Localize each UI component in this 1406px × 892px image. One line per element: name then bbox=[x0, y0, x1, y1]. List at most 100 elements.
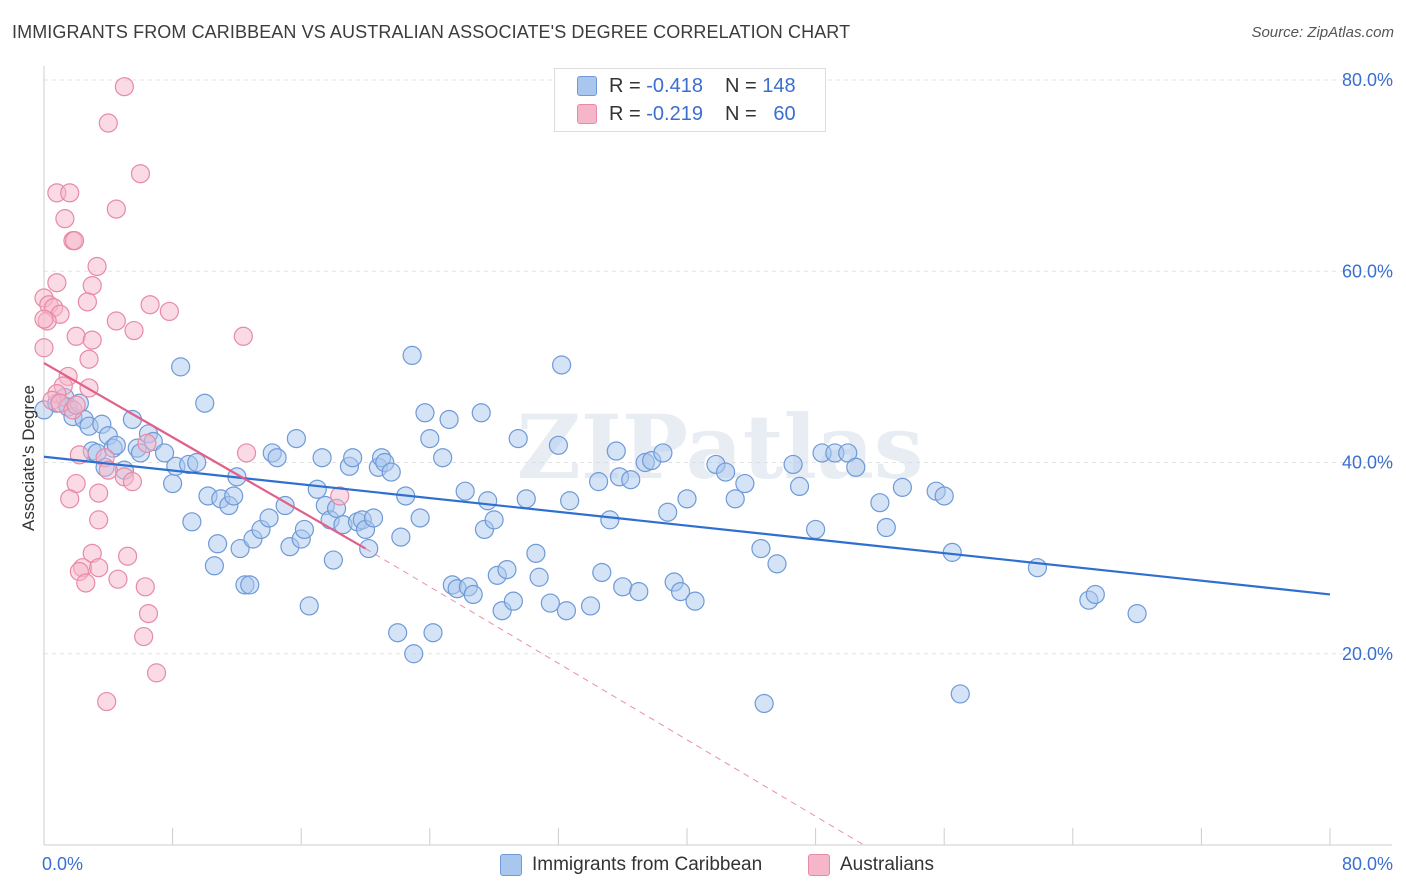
data-point-caribbean bbox=[323, 550, 343, 570]
data-point-australians bbox=[79, 349, 99, 369]
data-point-caribbean bbox=[267, 448, 287, 468]
legend-r-value: -0.219 bbox=[646, 102, 703, 125]
data-point-caribbean bbox=[187, 452, 207, 473]
data-point-caribbean bbox=[629, 581, 649, 602]
data-point-caribbean bbox=[653, 443, 673, 463]
data-point-caribbean bbox=[455, 481, 475, 501]
y-tick-label: 20.0% bbox=[1342, 644, 1393, 664]
data-point-caribbean bbox=[503, 591, 523, 611]
data-point-australians bbox=[98, 460, 118, 480]
data-point-australians bbox=[89, 483, 109, 503]
data-point-caribbean bbox=[529, 567, 549, 587]
chart-source: Source: ZipAtlas.com bbox=[1251, 24, 1394, 41]
data-point-australians bbox=[135, 577, 155, 597]
data-point-caribbean bbox=[621, 470, 641, 490]
data-point-caribbean bbox=[195, 393, 215, 413]
legend-swatch-pink bbox=[577, 104, 597, 124]
data-point-caribbean bbox=[391, 527, 411, 547]
y-tick-label: 40.0% bbox=[1342, 453, 1393, 473]
data-point-caribbean bbox=[463, 584, 483, 605]
data-point-caribbean bbox=[552, 355, 572, 375]
data-point-australians bbox=[159, 301, 179, 322]
data-point-australians bbox=[60, 489, 80, 509]
legend-row-caribbean: R = -0.418 N = 148 bbox=[577, 73, 796, 99]
data-point-australians bbox=[82, 330, 102, 350]
data-point-australians bbox=[130, 164, 151, 184]
data-point-caribbean bbox=[950, 684, 970, 704]
data-point-caribbean bbox=[526, 543, 546, 563]
data-point-australians bbox=[117, 546, 138, 566]
data-point-australians bbox=[34, 338, 54, 358]
data-point-caribbean bbox=[838, 443, 858, 463]
data-point-caribbean bbox=[423, 623, 443, 643]
x-tick-label: 80.0% bbox=[1342, 854, 1393, 874]
data-point-caribbean bbox=[433, 448, 453, 468]
data-point-caribbean bbox=[580, 596, 601, 616]
data-point-caribbean bbox=[783, 454, 803, 475]
data-point-caribbean bbox=[751, 538, 771, 559]
data-point-caribbean bbox=[725, 489, 745, 509]
data-point-australians bbox=[114, 77, 134, 97]
trend-line-australians bbox=[43, 362, 367, 550]
data-point-caribbean bbox=[735, 473, 755, 494]
data-point-australians bbox=[330, 486, 350, 506]
data-point-australians bbox=[89, 558, 109, 578]
data-point-caribbean bbox=[307, 479, 327, 499]
bottom-legend-caribbean: Immigrants from Caribbean bbox=[500, 852, 762, 878]
data-point-caribbean bbox=[402, 345, 422, 365]
data-point-caribbean bbox=[388, 623, 408, 643]
series-australians bbox=[34, 77, 350, 712]
legend-swatch-pink bbox=[808, 854, 830, 876]
legend-n-value: 60 bbox=[773, 102, 796, 125]
data-point-australians bbox=[138, 603, 159, 624]
data-point-caribbean bbox=[846, 457, 866, 477]
data-point-australians bbox=[233, 326, 253, 346]
legend-swatch-blue bbox=[577, 76, 597, 96]
data-point-caribbean bbox=[754, 693, 774, 714]
data-point-australians bbox=[146, 663, 167, 683]
data-point-caribbean bbox=[163, 473, 183, 494]
data-point-caribbean bbox=[484, 510, 504, 530]
x-tick-label: 0.0% bbox=[42, 854, 83, 874]
data-point-australians bbox=[89, 510, 109, 530]
data-point-caribbean bbox=[171, 357, 191, 377]
data-point-caribbean bbox=[478, 491, 498, 511]
stats-legend: R = -0.418 N = 148 R = -0.219 N = 60 bbox=[554, 68, 826, 132]
data-point-australians bbox=[236, 443, 257, 463]
y-tick-label: 80.0% bbox=[1342, 70, 1393, 90]
data-point-australians bbox=[66, 395, 86, 415]
legend-r-value: -0.418 bbox=[646, 74, 703, 97]
data-point-caribbean bbox=[275, 495, 295, 516]
data-point-caribbean bbox=[415, 403, 435, 423]
legend-label-australians: Australians bbox=[840, 854, 934, 875]
data-point-caribbean bbox=[420, 428, 440, 449]
tick-labels: 20.0% 40.0% 60.0% 80.0% 0.0% 80.0% bbox=[42, 70, 1393, 874]
data-point-australians bbox=[87, 256, 107, 277]
data-point-caribbean bbox=[259, 508, 279, 528]
data-point-caribbean bbox=[343, 448, 363, 468]
data-point-australians bbox=[34, 309, 54, 329]
data-point-caribbean bbox=[299, 596, 319, 616]
axes bbox=[43, 66, 1392, 846]
trend-lines bbox=[43, 362, 1331, 846]
data-point-caribbean bbox=[224, 486, 244, 506]
data-point-caribbean bbox=[508, 428, 528, 449]
data-point-caribbean bbox=[670, 581, 691, 602]
data-point-australians bbox=[64, 231, 85, 251]
data-point-caribbean bbox=[715, 462, 736, 482]
series-immigrants-from-caribbean bbox=[34, 345, 1147, 714]
data-point-australians bbox=[106, 199, 126, 219]
data-point-caribbean bbox=[548, 435, 569, 455]
data-point-caribbean bbox=[892, 477, 913, 497]
data-point-australians bbox=[140, 295, 160, 315]
data-point-caribbean bbox=[182, 512, 202, 532]
data-point-australians bbox=[134, 626, 154, 647]
legend-row-australians: R = -0.219 N = 60 bbox=[577, 101, 796, 127]
data-point-caribbean bbox=[613, 577, 633, 597]
data-point-caribbean bbox=[685, 591, 705, 611]
watermark: ZIPatlas bbox=[517, 395, 924, 499]
data-point-caribbean bbox=[154, 443, 175, 463]
data-point-australians bbox=[98, 113, 118, 133]
data-point-caribbean bbox=[560, 491, 580, 511]
trend-line-australians-extension bbox=[365, 548, 865, 846]
